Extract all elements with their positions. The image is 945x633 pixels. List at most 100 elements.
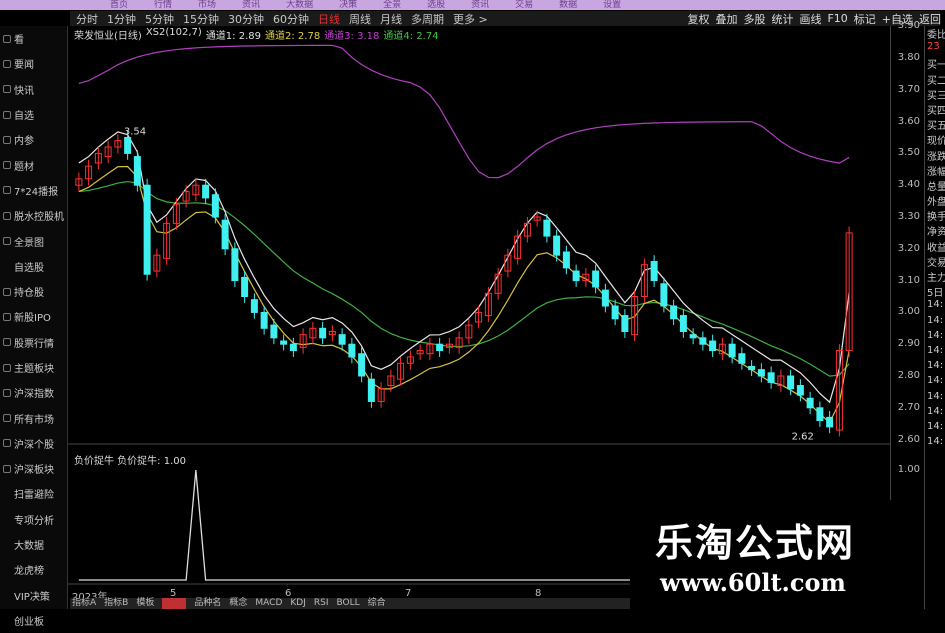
toolbar-button[interactable]: 叠加 xyxy=(715,12,738,26)
bottom-tab[interactable]: 品种名 xyxy=(194,598,222,608)
period-tab[interactable]: 更多 > xyxy=(453,12,488,26)
candle xyxy=(406,356,414,364)
top-menu-item[interactable]: 选股 xyxy=(427,0,446,10)
top-menu-item[interactable]: 全景 xyxy=(383,0,402,10)
candle xyxy=(114,140,122,148)
sidebar-item[interactable]: 专项分析 xyxy=(0,507,67,532)
top-menu-item[interactable]: 决策 xyxy=(339,0,358,10)
low-price-label: 2.62 xyxy=(792,432,814,443)
bottom-tab[interactable]: 模板 xyxy=(136,598,155,608)
candle xyxy=(104,146,112,158)
top-menu-item[interactable]: 资讯 xyxy=(242,0,261,10)
period-tab[interactable]: 60分钟 xyxy=(273,12,309,26)
x-axis-label: 7 xyxy=(405,588,412,599)
bottom-tab[interactable]: 指标B xyxy=(104,598,129,608)
top-menu-item[interactable]: 大数据 xyxy=(286,0,314,10)
top-menu-item[interactable]: 行情 xyxy=(154,0,173,10)
sidebar-item[interactable]: 全景图 xyxy=(0,228,67,253)
kline-chart[interactable]: 3.54 2.62 xyxy=(68,40,890,586)
bottom-tab[interactable]: 综合 xyxy=(367,598,386,608)
candle xyxy=(153,254,161,272)
sidebar-item-label: 股票行情 xyxy=(14,338,54,350)
toolbar-button[interactable]: 复权 xyxy=(687,12,710,26)
sidebar-item[interactable]: 龙虎榜 xyxy=(0,557,67,582)
sidebar-item[interactable]: 新股IPO xyxy=(0,304,67,329)
period-tab[interactable]: 周线 xyxy=(349,12,371,26)
period-tab[interactable]: 30分钟 xyxy=(228,12,264,26)
sidebar-item[interactable]: 所有市场 xyxy=(0,405,67,430)
toolbar-button[interactable]: 多股 xyxy=(743,12,766,26)
candle xyxy=(640,264,648,297)
sidebar-item[interactable]: 主题板块 xyxy=(0,355,67,380)
top-menu-item[interactable]: 设置 xyxy=(603,0,622,10)
bottom-tab[interactable]: 指标A xyxy=(72,598,97,608)
candle xyxy=(611,305,619,320)
top-menu-item[interactable]: 数据 xyxy=(559,0,578,10)
period-tab[interactable]: 1分钟 xyxy=(107,12,136,26)
candle xyxy=(699,337,707,345)
period-tab[interactable]: 多周期 xyxy=(411,12,444,26)
price-tick: 3.20 xyxy=(897,242,920,254)
sidebar-item[interactable]: 快讯 xyxy=(0,77,67,102)
sidebar-item[interactable]: 脱水控股机 xyxy=(0,203,67,228)
candle xyxy=(280,340,288,345)
sidebar-item[interactable]: 沪深指数 xyxy=(0,380,67,405)
quote-row: 买二 xyxy=(927,75,945,87)
sidebar-item[interactable]: 看 xyxy=(0,26,67,51)
sidebar-item[interactable]: 要闻 xyxy=(0,51,67,76)
sidebar-item[interactable]: 沪深板块 xyxy=(0,456,67,481)
bottom-tab[interactable]: MACD xyxy=(255,598,283,608)
bottom-tab[interactable] xyxy=(162,598,187,609)
sidebar-item[interactable]: 大数据 xyxy=(0,532,67,557)
sidebar-item[interactable]: 创业板 xyxy=(0,608,67,633)
period-tab[interactable]: 日线 xyxy=(318,12,340,26)
top-menu-item[interactable]: 首页 xyxy=(110,0,129,10)
candle xyxy=(757,369,765,377)
period-tab[interactable]: 分时 xyxy=(76,12,98,26)
bottom-tab[interactable]: RSI xyxy=(313,598,329,608)
legend-item: 通道4: 2.74 xyxy=(383,31,439,42)
period-tab[interactable]: 15分钟 xyxy=(183,12,219,26)
toolbar-button[interactable]: +自选 xyxy=(881,12,913,26)
period-tab[interactable]: 5分钟 xyxy=(145,12,174,26)
candle xyxy=(241,276,249,297)
candle xyxy=(816,407,824,422)
sidebar-item[interactable]: 沪深个股 xyxy=(0,431,67,456)
bottom-tabs: 指标A 指标B 模板 品种名 概念 MACD KDJ RSI BOLL 综合 xyxy=(70,598,630,609)
sidebar-item[interactable]: 7*24播报 xyxy=(0,178,67,203)
top-menu-item[interactable]: 资讯 xyxy=(471,0,490,10)
sidebar-icon xyxy=(3,515,11,523)
toolbar-button[interactable]: 统计 xyxy=(771,12,794,26)
sidebar-item-label: 脱水控股机 xyxy=(14,212,64,224)
period-tab[interactable]: 月线 xyxy=(380,12,402,26)
price-tick: 3.40 xyxy=(897,179,920,191)
toolbar-button[interactable]: 画线 xyxy=(799,12,822,26)
sidebar-icon xyxy=(3,566,11,574)
toolbar-button[interactable]: F10 xyxy=(827,12,848,25)
quote-row: 外盘 xyxy=(927,197,945,209)
candle xyxy=(416,350,424,355)
sidebar-item[interactable]: 自选股 xyxy=(0,254,67,279)
top-menu-item[interactable]: 市场 xyxy=(198,0,217,10)
sidebar-item[interactable]: 自选 xyxy=(0,102,67,127)
toolbar-button[interactable]: 标记 xyxy=(853,12,876,26)
channel4-line xyxy=(78,180,850,377)
candle xyxy=(679,315,687,332)
sidebar-item[interactable]: 股票行情 xyxy=(0,330,67,355)
candle xyxy=(260,311,268,329)
bottom-tab[interactable]: KDJ xyxy=(290,598,306,608)
top-menu-item[interactable]: 交易 xyxy=(515,0,534,10)
sidebar-item-label: 扫雷避险 xyxy=(14,490,54,502)
bottom-tab[interactable]: 概念 xyxy=(229,598,248,608)
sidebar-item[interactable]: VIP决策 xyxy=(0,583,67,608)
sidebar-item[interactable]: 内参 xyxy=(0,127,67,152)
sidebar-icon xyxy=(3,186,11,195)
sidebar-item[interactable]: 扫雷避险 xyxy=(0,481,67,506)
sidebar-item-label: 持仓股 xyxy=(14,288,44,300)
bottom-tab[interactable]: BOLL xyxy=(336,598,360,608)
sidebar-item[interactable]: 题材 xyxy=(0,152,67,177)
toolbar-button[interactable]: 返回 xyxy=(919,12,941,26)
sidebar-item[interactable]: 持仓股 xyxy=(0,279,67,304)
sidebar-icon xyxy=(3,388,11,397)
sidebar-item-label: 专项分析 xyxy=(14,515,54,527)
